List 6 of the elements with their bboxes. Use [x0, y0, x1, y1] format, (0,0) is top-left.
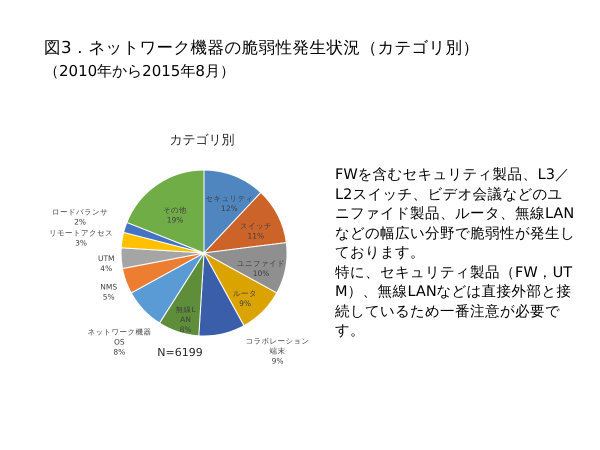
chart-subtitle: （2010年から2015年8月） — [44, 62, 235, 81]
text: 特に、セキュリティ製品（FW，UTM）、無線LANなどは直接外部と接続しているため一番注意が必要です。 — [335, 264, 574, 341]
chart-title: 図3．ネットワーク機器の脆弱性発生状況（カテゴリ別） — [44, 37, 480, 59]
text: N=6199 — [157, 346, 203, 359]
text: FWを含むセキュリティ製品、L3／L2スイッチ、ビデオ会議などのユニファイド製品、ルータ、無線LANなどの幅広い分野で脆弱性が発生しております。 — [335, 166, 575, 263]
text: カテゴリ別 — [170, 133, 234, 148]
